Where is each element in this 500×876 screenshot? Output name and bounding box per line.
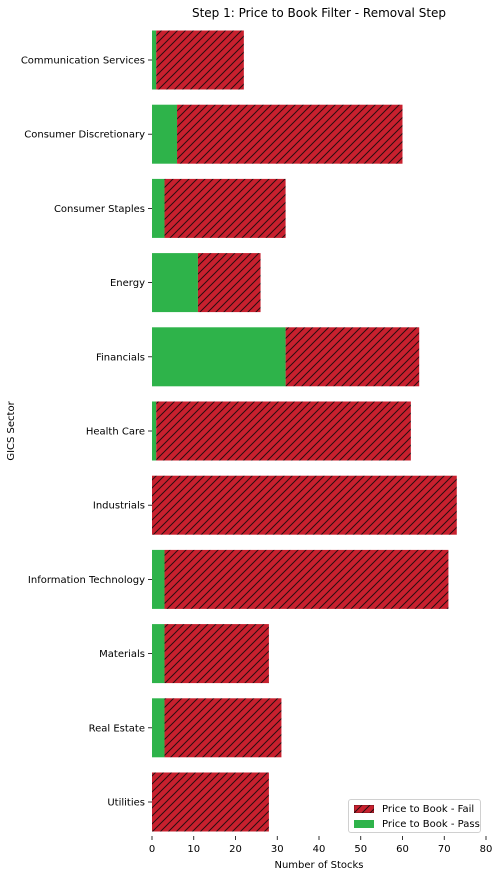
y-tick-label-materials: Materials [99, 649, 145, 660]
bar-pass-health-care [152, 401, 157, 461]
bar-fail-information-technology [164, 549, 449, 609]
legend-label-pass: Price to Book - Pass [382, 818, 480, 830]
bar-fail-communication-services [156, 30, 244, 90]
y-tick-labels: Communication Services Consumer Discretio… [21, 56, 152, 809]
bar-pass-consumer-discretionary [152, 104, 178, 164]
x-tick-label-60: 60 [396, 844, 409, 855]
legend-swatch-fail [354, 805, 374, 813]
bar-pass-materials [152, 624, 165, 684]
bar-fail-consumer-staples [164, 178, 286, 238]
y-tick-label-industrials: Industrials [93, 501, 145, 512]
bar-fail-utilities [152, 772, 269, 832]
bars-group [152, 30, 457, 832]
bar-fail-energy [197, 253, 261, 313]
bar-pass-financials [152, 327, 286, 387]
chart-title: Step 1: Price to Book Filter - Removal S… [192, 6, 446, 20]
bar-fail-financials [285, 327, 420, 387]
legend-swatch-pass [354, 820, 374, 828]
bar-pass-real-estate [152, 698, 165, 758]
y-tick-label-communication-services: Communication Services [21, 56, 145, 67]
bar-fail-real-estate [164, 698, 282, 758]
y-tick-label-energy: Energy [110, 278, 145, 289]
bar-pass-energy [152, 253, 198, 313]
y-tick-label-financials: Financials [96, 352, 145, 363]
bar-fail-health-care [156, 401, 411, 461]
y-tick-label-information-technology: Information Technology [28, 575, 145, 586]
x-tick-label-20: 20 [229, 844, 242, 855]
bar-pass-communication-services [152, 30, 157, 90]
y-tick-label-real-estate: Real Estate [89, 723, 145, 734]
bar-fail-materials [164, 624, 269, 684]
x-tick-label-50: 50 [354, 844, 367, 855]
bar-fail-industrials [152, 475, 457, 535]
legend-item-fail: Price to Book - Fail [354, 802, 474, 816]
y-tick-label-consumer-discretionary: Consumer Discretionary [24, 130, 145, 141]
bar-pass-consumer-staples [152, 178, 165, 238]
legend-item-pass: Price to Book - Pass [354, 817, 480, 831]
x-tick-label-80: 80 [480, 844, 493, 855]
y-axis-label: GICS Sector [6, 400, 17, 460]
x-tick-label-70: 70 [438, 844, 451, 855]
x-tick-label-40: 40 [313, 844, 326, 855]
bar-pass-information-technology [152, 549, 165, 609]
x-tick-labels: 0 10 20 30 40 50 60 70 80 [149, 836, 493, 855]
y-tick-label-health-care: Health Care [86, 427, 145, 438]
y-tick-label-utilities: Utilities [107, 798, 145, 809]
x-tick-label-0: 0 [149, 844, 155, 855]
x-axis-label: Number of Stocks [274, 860, 363, 871]
legend-label-fail: Price to Book - Fail [382, 803, 475, 815]
x-tick-label-10: 10 [187, 844, 200, 855]
legend: Price to Book - Fail Price to Book - Pas… [348, 799, 481, 833]
x-tick-label-30: 30 [271, 844, 284, 855]
y-tick-label-consumer-staples: Consumer Staples [54, 204, 145, 215]
bar-fail-consumer-discretionary [177, 104, 403, 164]
